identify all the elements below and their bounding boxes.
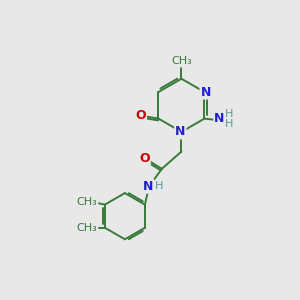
Text: H: H [154, 181, 163, 191]
Text: N: N [175, 125, 185, 138]
Text: O: O [135, 109, 146, 122]
Text: CH₃: CH₃ [171, 56, 192, 66]
Text: N: N [200, 85, 211, 98]
Text: N: N [143, 180, 153, 193]
Text: O: O [139, 152, 150, 165]
Text: H: H [225, 109, 233, 119]
Text: CH₃: CH₃ [77, 223, 98, 233]
Text: H: H [225, 119, 233, 129]
Text: N: N [214, 112, 225, 125]
Text: CH₃: CH₃ [77, 197, 98, 207]
